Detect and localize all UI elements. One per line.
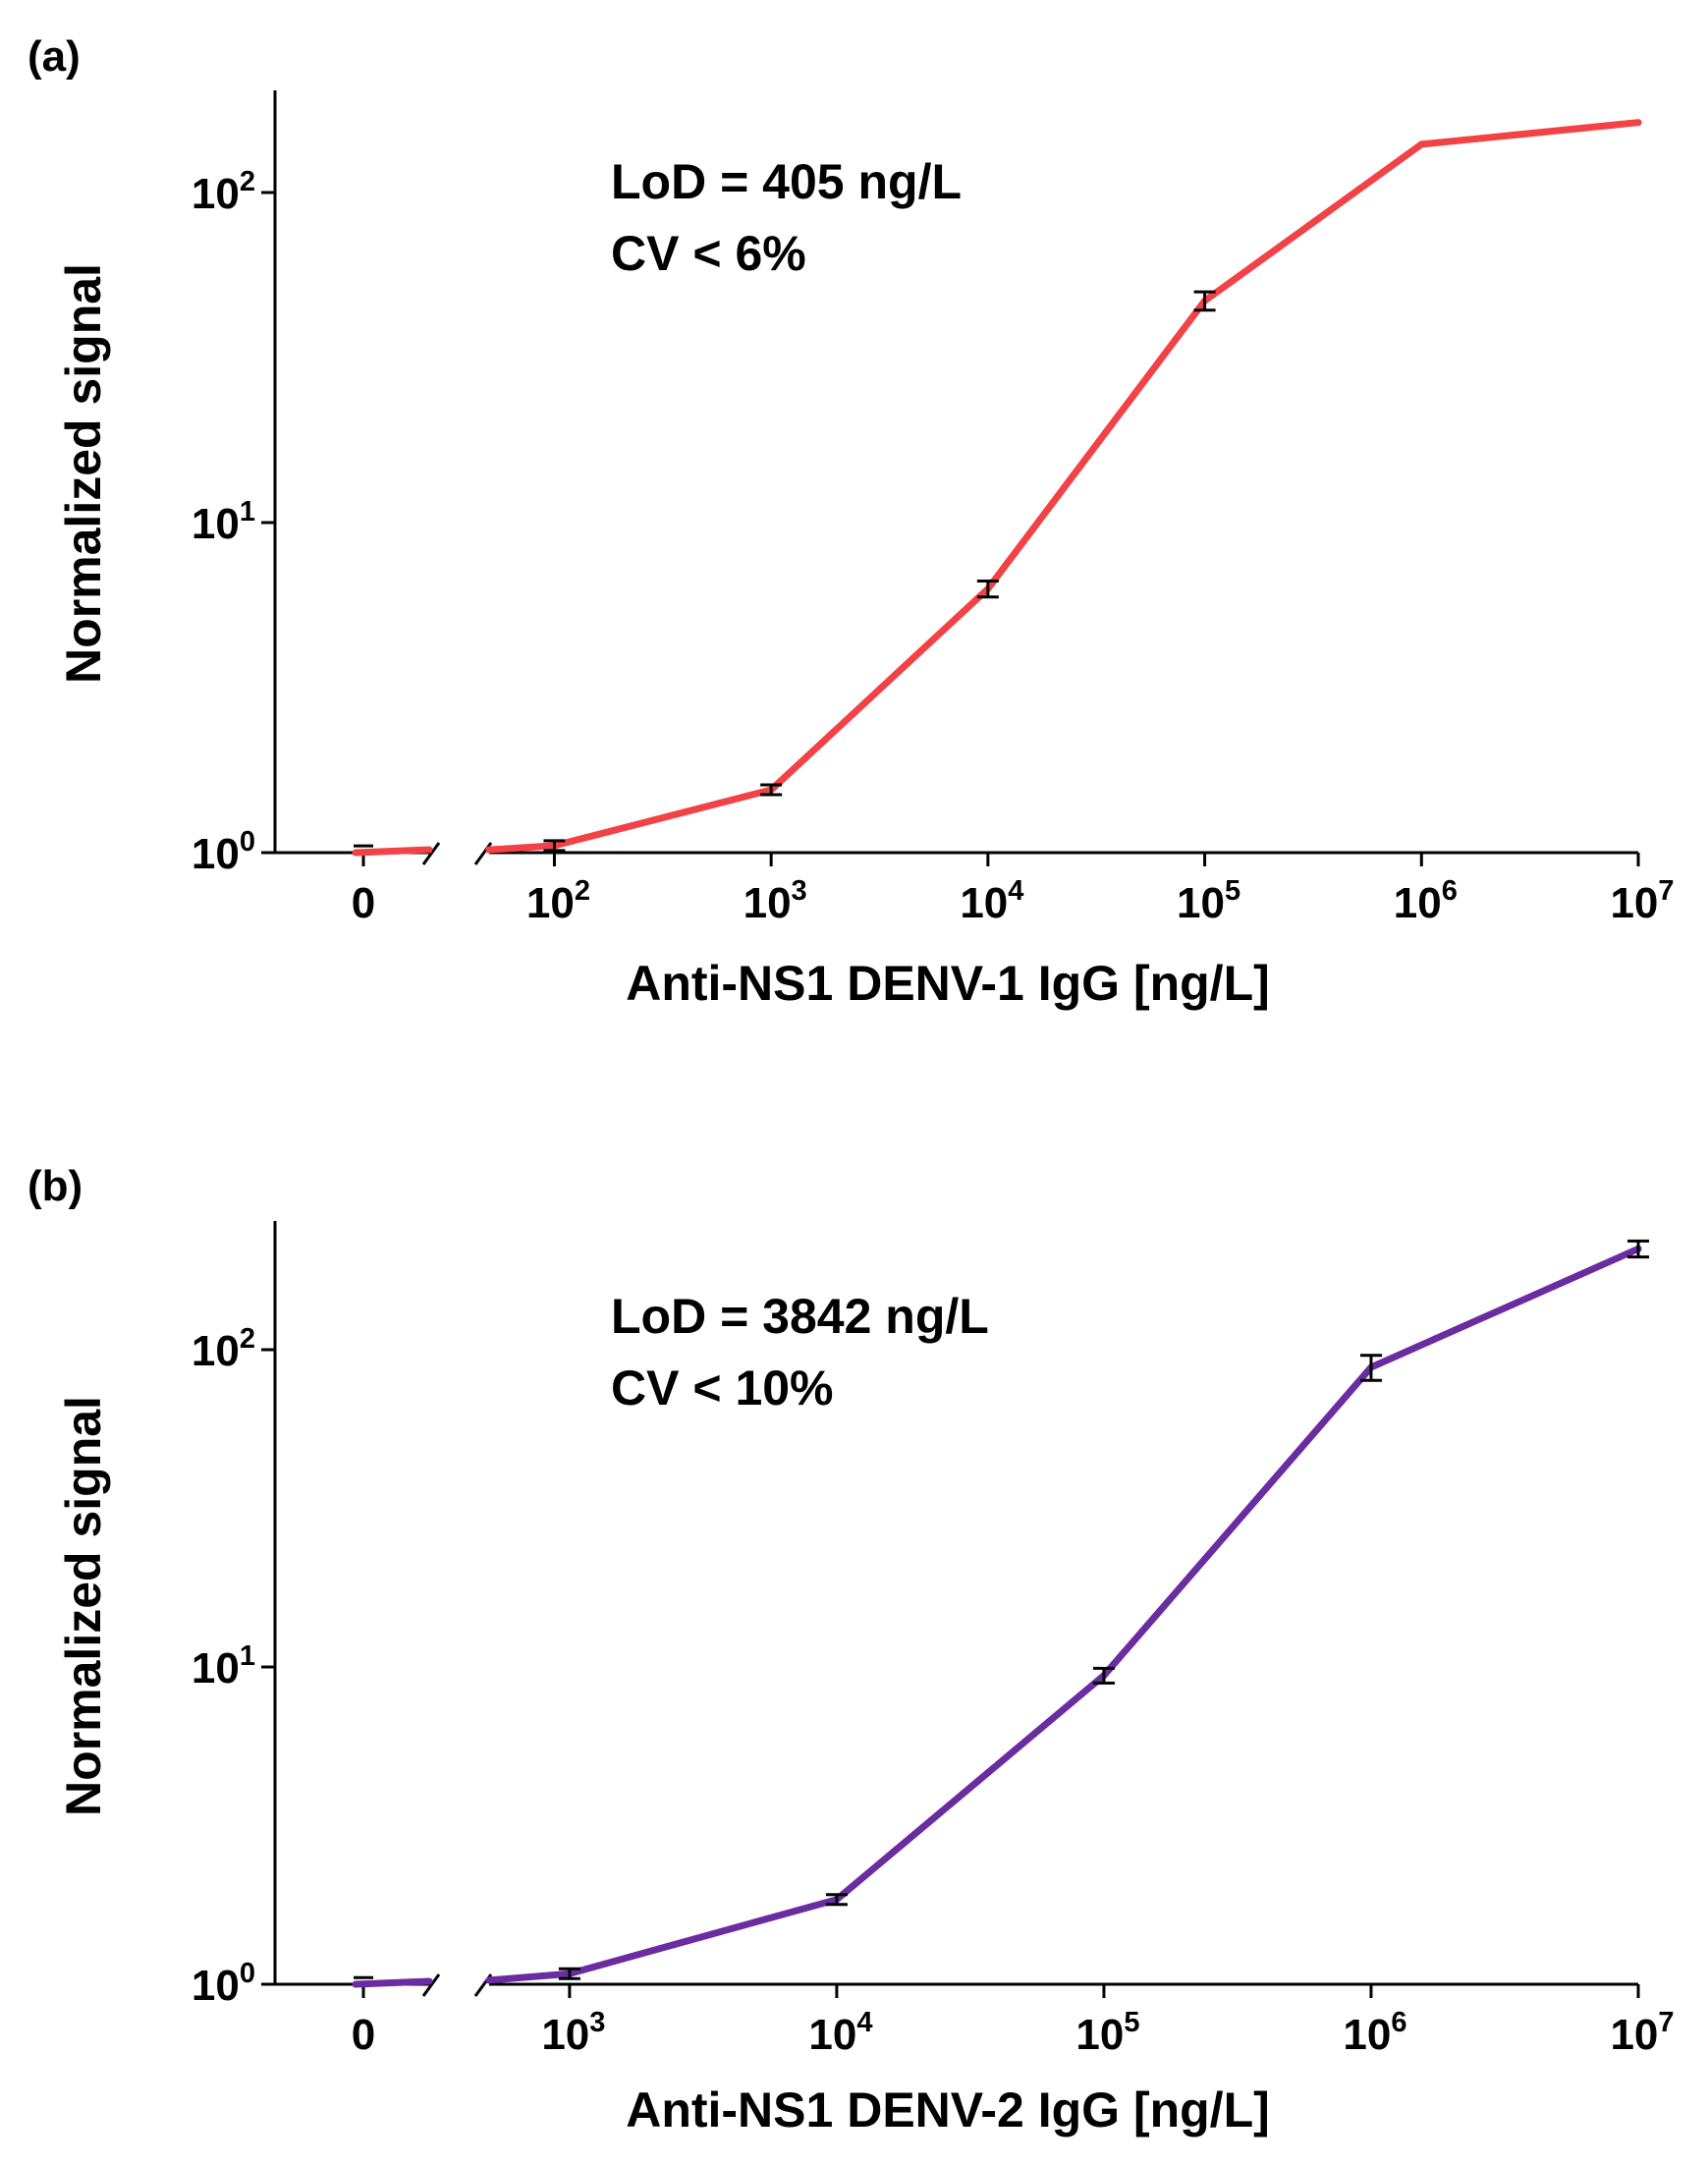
x-tick-label-zero: 0 <box>352 879 375 927</box>
x-tick-exponent: 6 <box>1391 2007 1406 2038</box>
panel-a-lod-annotation: LoD = 405 ng/L <box>611 154 962 209</box>
y-tick-base: 10 <box>192 1327 240 1375</box>
y-tick-label: 100 <box>192 1958 255 2010</box>
y-tick-base: 10 <box>192 830 240 878</box>
panel-a-label: (a) <box>28 32 81 81</box>
x-tick-base: 10 <box>541 2011 589 2059</box>
x-tick-label: 104 <box>960 875 1023 927</box>
data-point <box>485 1976 493 1984</box>
x-tick-exponent: 4 <box>1008 875 1023 907</box>
y-tick-label: 100 <box>192 826 255 878</box>
x-tick-base: 10 <box>1610 2011 1658 2059</box>
data-point <box>1634 119 1642 127</box>
x-tick-base: 10 <box>1177 879 1225 927</box>
y-tick-base: 10 <box>192 1962 240 2010</box>
panel-b-label: (b) <box>28 1162 83 1210</box>
x-tick-base: 10 <box>1075 2011 1124 2059</box>
x-tick-base: 10 <box>808 2011 856 2059</box>
x-tick-exponent: 3 <box>792 875 807 907</box>
panel-a-x-ticks: 0 102 103 104 105 106 107 <box>352 853 1675 927</box>
panel-b-x-ticks: 0 103 104 105 106 107 <box>352 1984 1675 2059</box>
x-tick-base: 10 <box>960 879 1008 927</box>
zero-point-segment <box>352 1977 433 1988</box>
panel-b-cv-annotation: CV < 10% <box>611 1360 834 1416</box>
panel-a-annotations: LoD = 405 ng/L CV < 6% <box>611 154 962 281</box>
x-tick-label: 103 <box>541 2007 605 2059</box>
panel-b-annotations: LoD = 3842 ng/L CV < 10% <box>611 1289 989 1416</box>
panel-b-y-axis-label: Normalized signal <box>56 1396 111 1816</box>
x-tick-label: 104 <box>808 2007 872 2059</box>
panel-b-lod-annotation: LoD = 3842 ng/L <box>611 1289 989 1344</box>
x-tick-base: 10 <box>1610 879 1658 927</box>
y-tick-label: 102 <box>192 1323 255 1375</box>
x-tick-label: 105 <box>1177 875 1240 927</box>
x-tick-base: 10 <box>1343 2011 1391 2059</box>
x-tick-label: 107 <box>1610 2007 1674 2059</box>
y-tick-label: 101 <box>192 496 255 548</box>
y-tick-exponent: 2 <box>240 1323 255 1355</box>
x-axis-break-mark-left <box>421 842 441 865</box>
x-tick-label: 107 <box>1610 875 1674 927</box>
x-tick-label: 106 <box>1394 875 1458 927</box>
x-tick-base: 10 <box>1394 879 1442 927</box>
y-tick-base: 10 <box>192 170 240 218</box>
x-tick-exponent: 7 <box>1658 2007 1674 2038</box>
panel-b-plot-area <box>352 1239 1649 1988</box>
x-tick-exponent: 5 <box>1225 875 1240 907</box>
x-tick-exponent: 2 <box>575 875 590 907</box>
y-tick-exponent: 0 <box>240 1958 255 1989</box>
panel-a: (a) LoD = 405 ng/L CV < 6% Normalized si… <box>28 32 1675 1011</box>
x-tick-exponent: 5 <box>1124 2007 1139 2038</box>
x-tick-label: 103 <box>744 875 807 927</box>
panel-b-x-axis-label: Anti-NS1 DENV-2 IgG [ng/L] <box>626 2082 1270 2137</box>
panel-a-x-axis-label: Anti-NS1 DENV-1 IgG [ng/L] <box>626 956 1270 1011</box>
x-tick-base: 10 <box>526 879 575 927</box>
x-axis-break-mark-right <box>473 842 493 865</box>
x-tick-exponent: 4 <box>856 2007 872 2038</box>
y-tick-base: 10 <box>192 500 240 548</box>
panel-a-cv-annotation: CV < 6% <box>611 226 806 281</box>
y-tick-label: 101 <box>192 1640 255 1693</box>
y-tick-exponent: 1 <box>240 496 255 527</box>
data-point <box>1417 140 1425 148</box>
series-line <box>485 1245 1642 1984</box>
y-tick-base: 10 <box>192 1644 240 1693</box>
x-tick-exponent: 7 <box>1658 875 1674 907</box>
y-tick-exponent: 1 <box>240 1640 255 1672</box>
y-tick-label: 102 <box>192 166 255 218</box>
zero-point-segment <box>352 846 433 857</box>
y-tick-exponent: 0 <box>240 826 255 858</box>
x-axis-break-mark-left <box>421 1973 441 1997</box>
panel-a-y-axis-label: Normalized signal <box>56 263 111 684</box>
x-tick-exponent: 3 <box>589 2007 605 2038</box>
x-tick-label: 105 <box>1075 2007 1139 2059</box>
x-tick-base: 10 <box>744 879 792 927</box>
x-tick-exponent: 6 <box>1442 875 1458 907</box>
panel-a-plot-area <box>352 119 1642 857</box>
data-point <box>485 846 493 854</box>
x-tick-label-zero: 0 <box>352 2011 375 2059</box>
x-tick-label: 102 <box>526 875 590 927</box>
panel-b: (b) LoD = 3842 ng/L CV < 10% Normalized … <box>28 1162 1675 2137</box>
x-tick-label: 106 <box>1343 2007 1406 2059</box>
y-tick-exponent: 2 <box>240 166 255 197</box>
